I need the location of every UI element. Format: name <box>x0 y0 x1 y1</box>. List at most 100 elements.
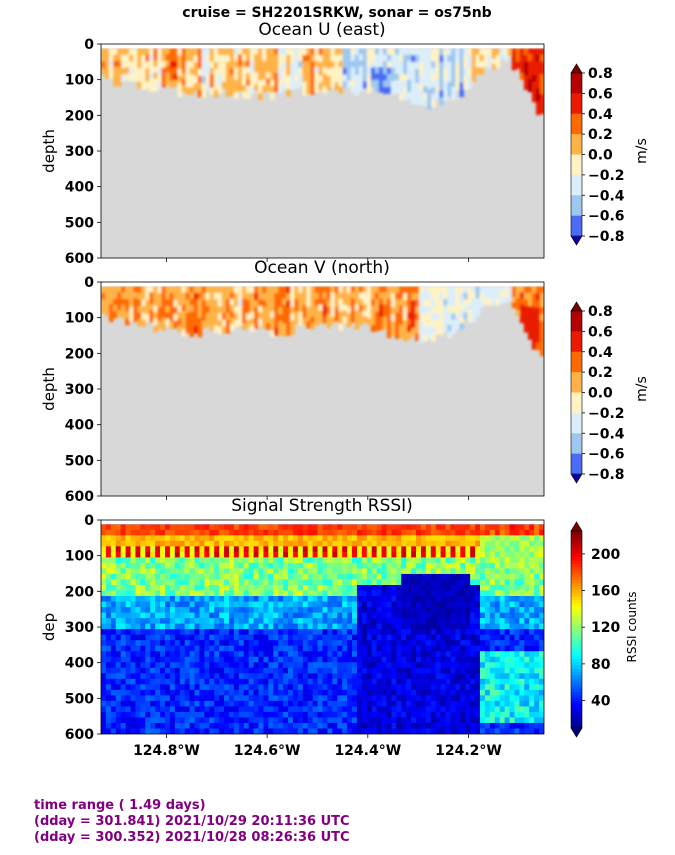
velocity-cell <box>463 55 469 63</box>
rssi-cell <box>204 535 210 542</box>
rssi-cell <box>174 540 181 547</box>
rssi-cell <box>460 640 466 647</box>
velocity-cell <box>245 320 251 328</box>
rssi-cell <box>194 634 200 641</box>
velocity-cell <box>314 54 320 62</box>
rssi-cell <box>268 535 274 542</box>
rssi-cell <box>268 623 274 630</box>
rssi-cell <box>420 634 427 641</box>
rssi-cell <box>460 524 466 531</box>
rssi-cell <box>194 684 200 691</box>
rssi-cell <box>110 700 117 707</box>
rssi-cell <box>534 634 540 641</box>
rssi-cell <box>327 551 333 558</box>
velocity-cell <box>399 74 404 82</box>
rssi-cell <box>110 535 117 542</box>
rssi-cell <box>288 623 294 630</box>
rssi-cell <box>475 579 481 586</box>
rssi-cell <box>174 722 181 729</box>
rssi-cell <box>263 540 269 547</box>
rssi-cell <box>164 711 171 718</box>
velocity-cell <box>443 67 448 76</box>
rssi-cell <box>105 689 112 696</box>
velocity-cell <box>439 293 444 301</box>
rssi-cell <box>406 524 412 531</box>
rssi-cell <box>480 717 486 724</box>
rssi-cell <box>440 667 447 674</box>
velocity-cell <box>254 286 259 294</box>
velocity-cell <box>350 292 356 299</box>
rssi-cell <box>499 623 506 630</box>
rssi-cell <box>480 562 486 569</box>
rssi-cell <box>460 667 466 674</box>
rssi-cell <box>219 722 225 729</box>
velocity-cell <box>173 286 179 294</box>
rssi-cell <box>101 601 107 608</box>
rssi-cell <box>248 651 255 658</box>
rssi-cell <box>228 623 235 630</box>
rssi-cell <box>455 546 461 553</box>
velocity-cell <box>415 48 420 56</box>
velocity-cell <box>149 66 154 74</box>
velocity-cell <box>447 68 452 76</box>
rssi-cell <box>411 557 417 564</box>
rssi-cell <box>273 607 279 614</box>
rssi-cell <box>273 557 279 564</box>
colorbar-tick-label: 0.4 <box>588 345 613 361</box>
rssi-cell <box>356 711 363 718</box>
rssi-cell <box>489 700 496 707</box>
velocity-cell <box>233 306 239 314</box>
rssi-cell <box>322 601 328 608</box>
rssi-cell <box>105 546 112 553</box>
rssi-cell <box>322 562 328 569</box>
rssi-cell <box>386 551 392 558</box>
velocity-cell <box>399 311 404 320</box>
rssi-cell <box>174 695 181 702</box>
rssi-cell <box>337 711 343 718</box>
rssi-cell <box>425 540 432 547</box>
velocity-cell <box>483 54 489 61</box>
rssi-cell <box>233 596 240 603</box>
velocity-cell <box>141 48 146 56</box>
rssi-cell <box>470 562 476 569</box>
rssi-cell <box>465 535 471 542</box>
rssi-cell <box>450 607 456 614</box>
rssi-cell <box>435 573 442 580</box>
rssi-cell <box>130 579 136 586</box>
rssi-cell <box>145 573 151 580</box>
velocity-cell <box>270 79 275 87</box>
rssi-cell <box>101 711 107 718</box>
rssi-cell <box>145 678 151 685</box>
velocity-cell <box>286 321 291 329</box>
rssi-cell <box>524 722 530 729</box>
rssi-cell <box>189 662 196 669</box>
rssi-cell <box>184 584 191 592</box>
rssi-cell <box>534 551 540 558</box>
rssi-cell <box>470 700 476 707</box>
rssi-cell <box>529 645 535 652</box>
rssi-cell <box>366 601 373 608</box>
rssi-cell <box>366 529 373 536</box>
rssi-cell <box>130 711 136 718</box>
velocity-cell <box>105 66 110 74</box>
rssi-cell <box>219 584 225 592</box>
rssi-cell <box>219 607 225 614</box>
rssi-cell <box>489 651 496 658</box>
rssi-cell <box>292 601 299 608</box>
rssi-cell <box>445 524 451 531</box>
velocity-cell <box>447 318 452 326</box>
rssi-cell <box>322 695 328 702</box>
rssi-cell <box>140 596 146 603</box>
rssi-cell <box>233 722 240 729</box>
rssi-cell <box>425 568 432 575</box>
velocity-cell <box>314 66 320 74</box>
velocity-cell <box>531 61 537 69</box>
rssi-cell <box>194 557 200 564</box>
rssi-cell <box>489 728 496 734</box>
rssi-cell <box>164 623 171 630</box>
rssi-cell <box>145 629 151 636</box>
rssi-cell <box>361 612 368 619</box>
velocity-cell <box>419 69 424 77</box>
rssi-cell <box>406 651 412 658</box>
